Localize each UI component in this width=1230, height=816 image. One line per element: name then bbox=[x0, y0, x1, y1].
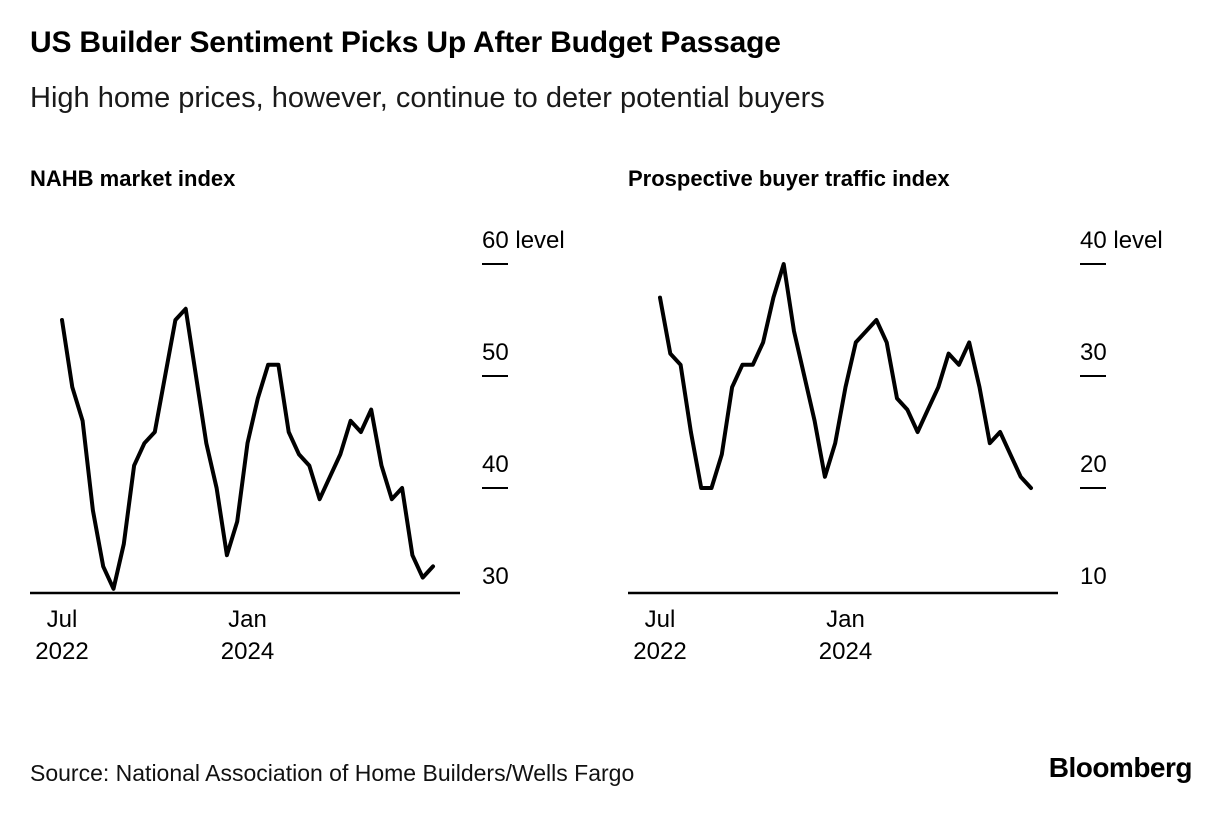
y-tick-label: 50 bbox=[482, 339, 509, 366]
y-tick-label: 40 bbox=[482, 451, 509, 478]
x-tick-year-label: 2022 bbox=[633, 638, 686, 665]
x-tick-month-label: Jan bbox=[826, 606, 865, 633]
y-tick-label: 30 bbox=[482, 563, 509, 590]
left-chart-title: NAHB market index bbox=[30, 166, 236, 191]
figure-subtitle: High home prices, however, continue to d… bbox=[30, 82, 825, 114]
y-tick-label: 60 level bbox=[482, 227, 565, 254]
series-line bbox=[60, 306, 435, 591]
figure-title: US Builder Sentiment Picks Up After Budg… bbox=[30, 26, 781, 59]
x-tick-month-label: Jul bbox=[645, 606, 676, 633]
y-tick-label: 10 bbox=[1080, 563, 1107, 590]
x-tick-year-label: 2024 bbox=[819, 638, 872, 665]
y-tick-label: 20 bbox=[1080, 451, 1107, 478]
x-tick-year-label: 2024 bbox=[221, 638, 274, 665]
right-chart-title: Prospective buyer traffic index bbox=[628, 166, 950, 191]
x-tick-year-label: 2022 bbox=[35, 638, 88, 665]
source-note: Source: National Association of Home Bui… bbox=[30, 760, 635, 786]
series-line bbox=[658, 262, 1033, 490]
y-tick-label: 40 level bbox=[1080, 227, 1163, 254]
y-tick-label: 30 bbox=[1080, 339, 1107, 366]
x-tick-month-label: Jan bbox=[228, 606, 267, 633]
bloomberg-logo: Bloomberg bbox=[1048, 752, 1193, 783]
x-tick-month-label: Jul bbox=[47, 606, 78, 633]
